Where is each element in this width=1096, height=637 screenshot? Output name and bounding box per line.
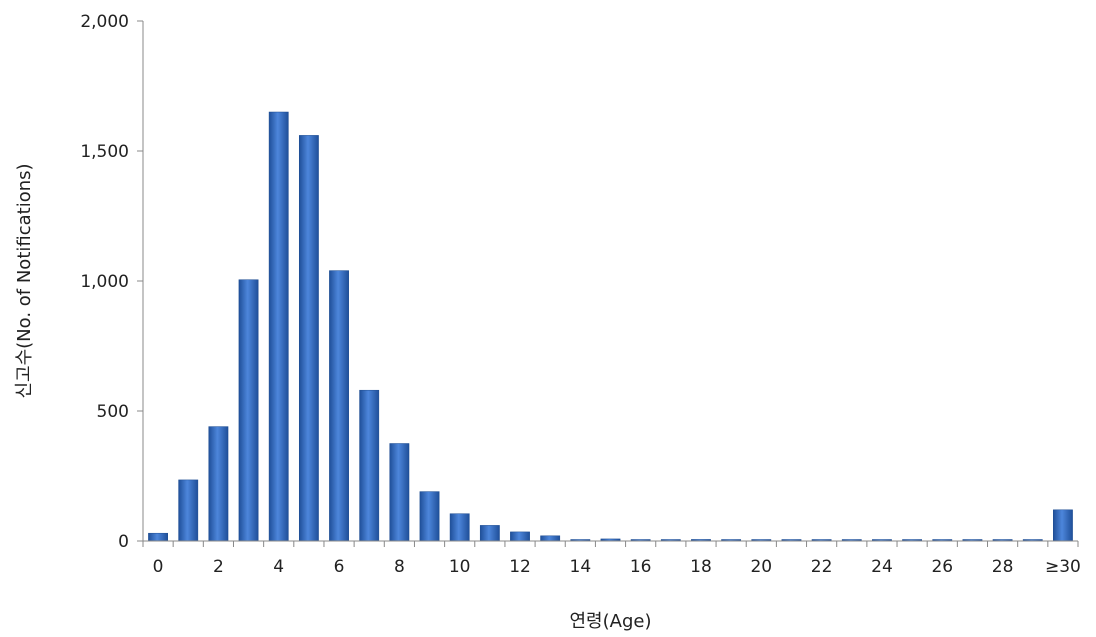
- bar-12: [510, 531, 530, 542]
- bar-4: [268, 111, 289, 542]
- x-tick-label: 18: [690, 557, 712, 577]
- y-tick-label: 0: [118, 532, 129, 552]
- bar-≥30: [1053, 509, 1073, 542]
- x-tick-label: 20: [750, 557, 772, 577]
- bar-10: [449, 513, 470, 542]
- bar-7: [359, 389, 380, 542]
- bar-6: [329, 270, 349, 542]
- x-tick-label: 10: [449, 557, 471, 577]
- x-tick-label: 28: [992, 557, 1014, 577]
- x-tick-label: 8: [394, 557, 405, 577]
- x-tick-label: 26: [931, 557, 953, 577]
- bar-13: [540, 535, 561, 542]
- bar-1: [178, 479, 199, 542]
- y-tick-label: 1,500: [80, 142, 129, 162]
- bar-3: [238, 279, 259, 542]
- x-axis-title: 연령(Age): [570, 611, 652, 632]
- x-tick-label: 6: [334, 557, 345, 577]
- y-tick-label: 500: [97, 402, 129, 422]
- x-tick-label: ≥30: [1045, 557, 1081, 577]
- y-tick-label: 2,000: [80, 12, 129, 32]
- x-tick-label: 4: [273, 557, 284, 577]
- x-axis: 0 2 4 6 8 10 12 14 16 18 20 22 24 26 28 ≥30: [142, 540, 1081, 577]
- bar-11: [479, 525, 500, 542]
- x-tick-label: 24: [871, 557, 893, 577]
- y-axis: 0 500 1,000 1,500 2,000: [80, 12, 144, 552]
- x-tick-label: 12: [509, 557, 531, 577]
- x-tick-label: 0: [153, 557, 164, 577]
- x-tick-label: 16: [630, 557, 652, 577]
- bar-9: [419, 491, 440, 542]
- y-axis-title: 신고수(No. of Notifications): [14, 163, 35, 398]
- bar-8: [389, 443, 410, 542]
- x-tick-label: 14: [570, 557, 592, 577]
- bar-5: [298, 135, 319, 542]
- x-tick-label: 22: [811, 557, 833, 577]
- bars-group: [148, 111, 1073, 542]
- bar-2: [208, 426, 229, 542]
- x-tick-label: 2: [213, 557, 224, 577]
- bar-0: [148, 532, 168, 542]
- y-tick-label: 1,000: [80, 272, 129, 292]
